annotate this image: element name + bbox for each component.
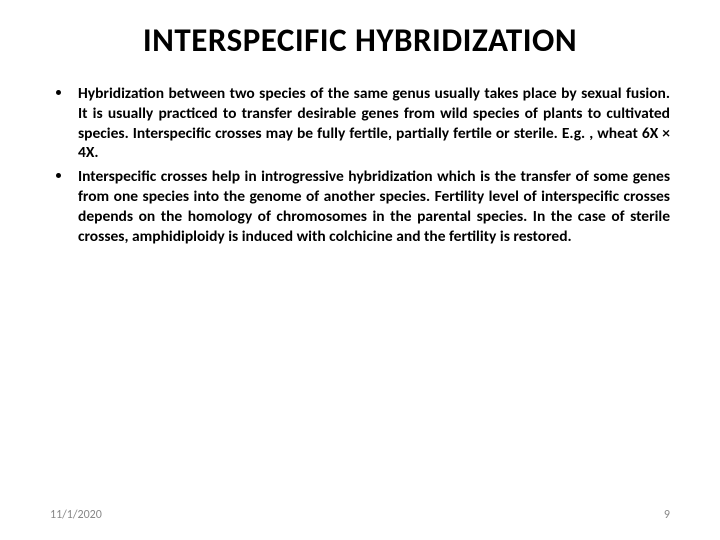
bullet-text: Hybridization between two species of the… xyxy=(78,84,670,163)
footer-page-number: 9 xyxy=(664,508,670,522)
slide-footer: 11/1/2020 9 xyxy=(50,508,670,522)
bullet-marker-icon xyxy=(56,90,61,95)
bullet-list: Hybridization between two species of the… xyxy=(50,84,670,247)
footer-date: 11/1/2020 xyxy=(50,508,102,522)
bullet-marker-icon xyxy=(56,173,61,178)
slide-title: INTERSPECIFIC HYBRIDIZATION xyxy=(50,20,670,60)
list-item: Hybridization between two species of the… xyxy=(50,84,670,163)
list-item: Interspecific crosses help in introgress… xyxy=(50,167,670,246)
slide-container: INTERSPECIFIC HYBRIDIZATION Hybridizatio… xyxy=(0,0,720,540)
bullet-text: Interspecific crosses help in introgress… xyxy=(78,167,670,246)
